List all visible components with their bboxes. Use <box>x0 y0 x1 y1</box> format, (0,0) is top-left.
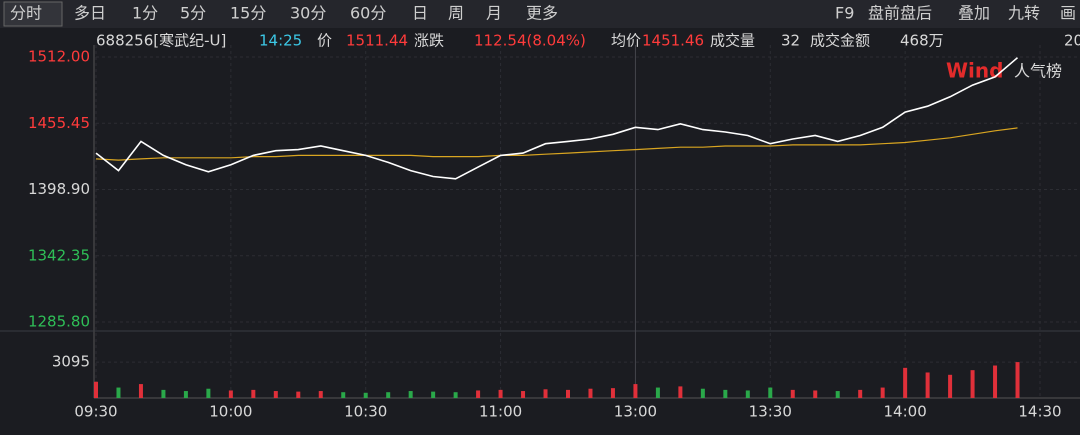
logo-text: 人气榜 <box>1014 62 1062 81</box>
volume-bar <box>970 370 975 398</box>
volume-bar <box>903 367 908 398</box>
volume-bar <box>925 372 930 398</box>
volume-bar <box>116 387 121 398</box>
label: 价 <box>317 32 332 50</box>
volume-bar <box>835 391 840 398</box>
volume-bar <box>476 390 481 398</box>
volume-bar <box>633 384 638 398</box>
tab[interactable]: 30分 <box>290 4 326 23</box>
tool[interactable]: 九转 <box>1008 4 1040 23</box>
cut-text: 20 <box>1064 32 1080 50</box>
tab[interactable]: 周 <box>448 4 464 23</box>
y-tick-label: 1285.80 <box>28 313 90 331</box>
series-line <box>95 57 1019 180</box>
label: 成交量 <box>710 32 755 50</box>
value: 32 <box>781 32 800 50</box>
volume-bar <box>228 390 233 398</box>
time: 14:25 <box>259 32 302 50</box>
x-tick-label: 14:30 <box>1018 403 1061 421</box>
tab[interactable]: 日 <box>412 4 428 23</box>
volume-bar <box>94 381 98 398</box>
volume-bar <box>566 389 570 398</box>
y-tick-label: 1398.90 <box>28 180 90 198</box>
volume-bar <box>318 391 323 398</box>
volume-bar <box>723 389 728 398</box>
series-line <box>95 127 1018 161</box>
x-tick-label: 10:30 <box>344 403 387 421</box>
tab[interactable]: 多日 <box>74 4 106 23</box>
volume-bar <box>790 389 795 398</box>
tab[interactable]: 5分 <box>180 4 206 23</box>
y-tick-label: 1512.00 <box>28 48 90 66</box>
volume-bar <box>858 389 863 398</box>
volume-bar <box>745 390 750 398</box>
volume-bar <box>1015 362 1020 398</box>
logo-brand: Wind <box>946 59 1003 83</box>
tab[interactable]: 更多 <box>526 4 558 23</box>
toolbar <box>0 0 1080 28</box>
y-tick-label: 1455.45 <box>28 114 90 132</box>
x-tick-label: 13:30 <box>749 403 792 421</box>
label: 成交金额 <box>810 32 870 50</box>
volume-bar <box>498 389 503 398</box>
y-tick-label: 1342.35 <box>28 246 90 264</box>
tab[interactable]: 月 <box>486 4 502 23</box>
volume-bar <box>341 392 346 398</box>
info-row: 688256[寒武纪-U] 14:25 价 1511.44 涨跌 112.54(… <box>96 32 1080 50</box>
volume-bar <box>610 388 615 398</box>
volume-bar <box>521 391 526 398</box>
tool[interactable]: F9 <box>835 4 854 23</box>
volume-bar <box>161 389 166 398</box>
tab[interactable]: 分时 <box>10 4 42 23</box>
x-tick-label: 09:30 <box>74 403 117 421</box>
volume-bar <box>700 388 705 398</box>
label: 涨跌 <box>414 32 444 50</box>
x-tick-label: 13:00 <box>614 403 657 421</box>
volume-bar <box>813 390 818 398</box>
tool[interactable]: 画 <box>1060 4 1076 23</box>
x-tick-label: 10:00 <box>209 403 252 421</box>
tool[interactable]: 盘前盘后 <box>868 4 932 23</box>
volume-bar <box>431 391 436 398</box>
volume-bar <box>206 388 211 398</box>
tab[interactable]: 15分 <box>230 4 266 23</box>
volume-bar <box>588 388 593 398</box>
volume-bar <box>655 387 660 398</box>
volume-bar <box>948 374 953 398</box>
value: 1511.44 <box>346 32 408 50</box>
tab[interactable]: 1分 <box>132 4 158 23</box>
volume-bar <box>138 384 143 398</box>
volume-bar <box>993 365 998 398</box>
code: 688256[寒武纪-U] <box>96 32 226 50</box>
volume-bar <box>543 389 548 398</box>
volume-bar <box>183 391 188 398</box>
volume-bar <box>768 387 773 398</box>
label: 均价 <box>611 32 641 50</box>
volume-bar <box>251 389 256 398</box>
x-tick-label: 14:00 <box>884 403 927 421</box>
tool[interactable]: 叠加 <box>958 4 990 23</box>
tab[interactable]: 60分 <box>350 4 386 23</box>
volume-bar <box>678 386 683 398</box>
volume-bar <box>453 392 458 398</box>
x-tick-label: 11:00 <box>479 403 522 421</box>
volume-bar <box>386 392 391 398</box>
volume-bar <box>273 391 278 398</box>
active-tab[interactable] <box>3 1 63 27</box>
value: 112.54(8.04%) <box>474 32 586 50</box>
volume-bar <box>296 391 301 398</box>
volume-bar <box>880 387 885 398</box>
volume-bar <box>408 391 413 398</box>
value: 468万 <box>900 32 944 50</box>
vol-tick-label: 3095 <box>52 353 90 371</box>
volume-bar <box>363 392 368 398</box>
value: 1451.46 <box>642 32 704 50</box>
